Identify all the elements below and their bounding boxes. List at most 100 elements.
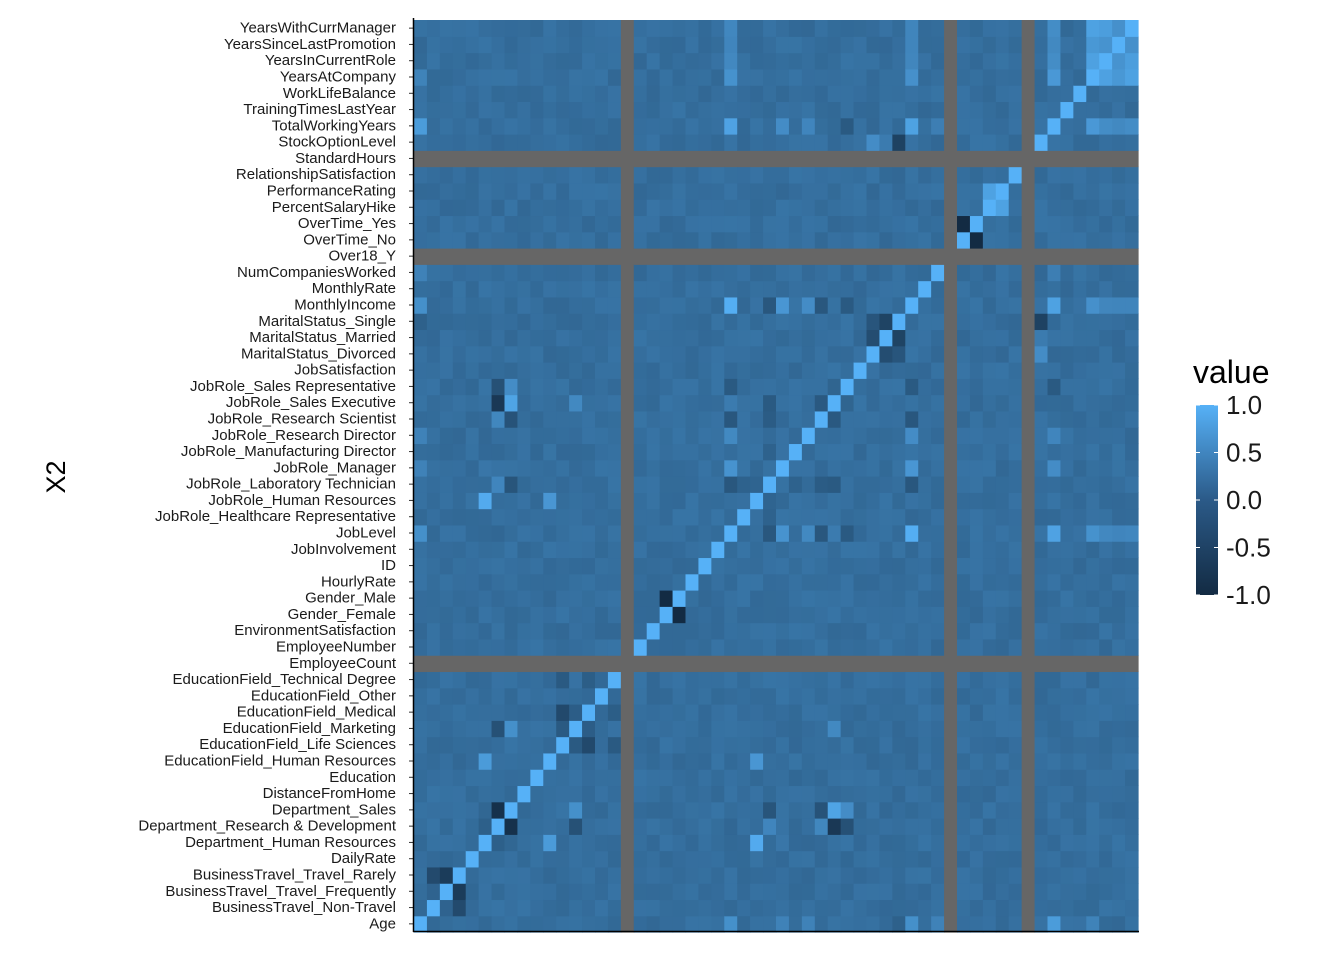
- heatmap-cell: [426, 68, 441, 86]
- heatmap-cell: [1086, 150, 1100, 168]
- heatmap-cell: [491, 20, 506, 37]
- heatmap-cell: [1060, 638, 1074, 656]
- heatmap-cell: [1047, 410, 1062, 428]
- heatmap-cell: [866, 264, 881, 282]
- heatmap-cell: [452, 720, 467, 738]
- heatmap-cell: [801, 834, 816, 852]
- heatmap-cell: [504, 606, 519, 624]
- heatmap-cell: [1047, 492, 1062, 510]
- heatmap-cell: [607, 427, 622, 445]
- heatmap-cell: [724, 720, 738, 738]
- legend-title: value: [1193, 354, 1270, 390]
- heatmap-cell: [439, 573, 454, 591]
- heatmap-cell: [478, 915, 493, 933]
- heatmap-cell: [426, 394, 441, 412]
- heatmap-cell: [1060, 590, 1074, 607]
- heatmap-cell: [1125, 378, 1139, 396]
- heatmap-cell: [1060, 166, 1074, 184]
- heatmap-cell: [530, 199, 544, 217]
- heatmap-cell: [1060, 296, 1074, 314]
- heatmap-cell: [866, 590, 881, 607]
- heatmap-cell: [750, 752, 764, 770]
- heatmap-cell: [827, 378, 842, 396]
- heatmap-cell: [426, 785, 441, 803]
- heatmap-cell: [1008, 443, 1023, 461]
- heatmap-cell: [982, 459, 997, 477]
- heatmap-cell: [840, 410, 855, 428]
- heatmap-cell: [556, 68, 570, 86]
- heatmap-cell: [995, 850, 1010, 868]
- heatmap-cell: [737, 769, 751, 787]
- heatmap-cell: [1034, 182, 1049, 200]
- heatmap-cell: [1086, 492, 1100, 510]
- heatmap-cell: [1073, 36, 1087, 54]
- heatmap-cell: [1112, 687, 1126, 705]
- heatmap-cell: [788, 866, 803, 884]
- heatmap-cell: [452, 85, 467, 103]
- heatmap-cell: [1021, 410, 1036, 428]
- heatmap-cell: [620, 394, 635, 412]
- heatmap-cell: [478, 866, 493, 884]
- heatmap-cell: [517, 296, 531, 314]
- heatmap-cell: [646, 736, 661, 754]
- heatmap-cell: [776, 801, 790, 819]
- heatmap-cell: [595, 296, 609, 314]
- heatmap-cell: [724, 296, 738, 314]
- heatmap-cell: [982, 280, 997, 298]
- heatmap-cell: [1112, 508, 1126, 526]
- heatmap-cell: [620, 231, 635, 249]
- heatmap-cell: [840, 199, 855, 217]
- heatmap-cell: [776, 166, 790, 184]
- heatmap-cell: [478, 769, 493, 787]
- heatmap-cell: [1034, 850, 1049, 868]
- heatmap-cell: [982, 818, 997, 835]
- heatmap-cell: [840, 150, 855, 168]
- heatmap-cell: [750, 736, 764, 754]
- heatmap-cell: [685, 166, 700, 184]
- heatmap-cell: [1021, 866, 1036, 884]
- heatmap-cell: [1099, 117, 1113, 135]
- heatmap-cell: [491, 720, 506, 738]
- heatmap-cell: [659, 899, 674, 917]
- heatmap-cell: [569, 182, 583, 200]
- heatmap-cell: [944, 150, 958, 168]
- heatmap-cell: [530, 345, 544, 363]
- heatmap-cell: [737, 68, 751, 86]
- heatmap-cell: [504, 362, 519, 379]
- heatmap-cell: [931, 476, 945, 493]
- heatmap-cell: [672, 378, 687, 396]
- heatmap-cell: [1047, 541, 1062, 559]
- heatmap-cell: [763, 785, 777, 803]
- heatmap-cell: [995, 313, 1010, 331]
- heatmap-cell: [763, 345, 777, 363]
- heatmap-cell: [1099, 427, 1113, 445]
- heatmap-cell: [788, 101, 803, 119]
- heatmap-cell: [711, 313, 725, 331]
- heatmap-cell: [414, 85, 428, 103]
- heatmap-cell: [776, 541, 790, 559]
- y-tick-label: DistanceFromHome: [263, 785, 396, 802]
- heatmap-cell: [995, 883, 1010, 901]
- heatmap-cell: [866, 36, 881, 54]
- y-tick-label: BusinessTravel_Travel_Frequently: [165, 883, 396, 900]
- heatmap-cell: [931, 850, 945, 868]
- heatmap-cell: [1021, 101, 1036, 119]
- heatmap-cell: [414, 166, 428, 184]
- heatmap-cell: [1047, 85, 1062, 103]
- heatmap-cell: [582, 313, 596, 331]
- heatmap-cell: [995, 752, 1010, 770]
- heatmap-cell: [659, 248, 674, 265]
- heatmap-cell: [995, 280, 1010, 298]
- heatmap-cell: [1047, 394, 1062, 412]
- heatmap-cell: [1112, 427, 1126, 445]
- heatmap-cell: [840, 834, 855, 852]
- heatmap-cell: [543, 818, 557, 835]
- heatmap-cell: [582, 492, 596, 510]
- heatmap-cell: [814, 280, 829, 298]
- heatmap-cell: [1073, 248, 1087, 265]
- heatmap-cell: [556, 150, 570, 168]
- heatmap-cell: [452, 264, 467, 282]
- heatmap-cell: [957, 638, 971, 656]
- heatmap-cell: [944, 427, 958, 445]
- heatmap-cell: [543, 671, 557, 689]
